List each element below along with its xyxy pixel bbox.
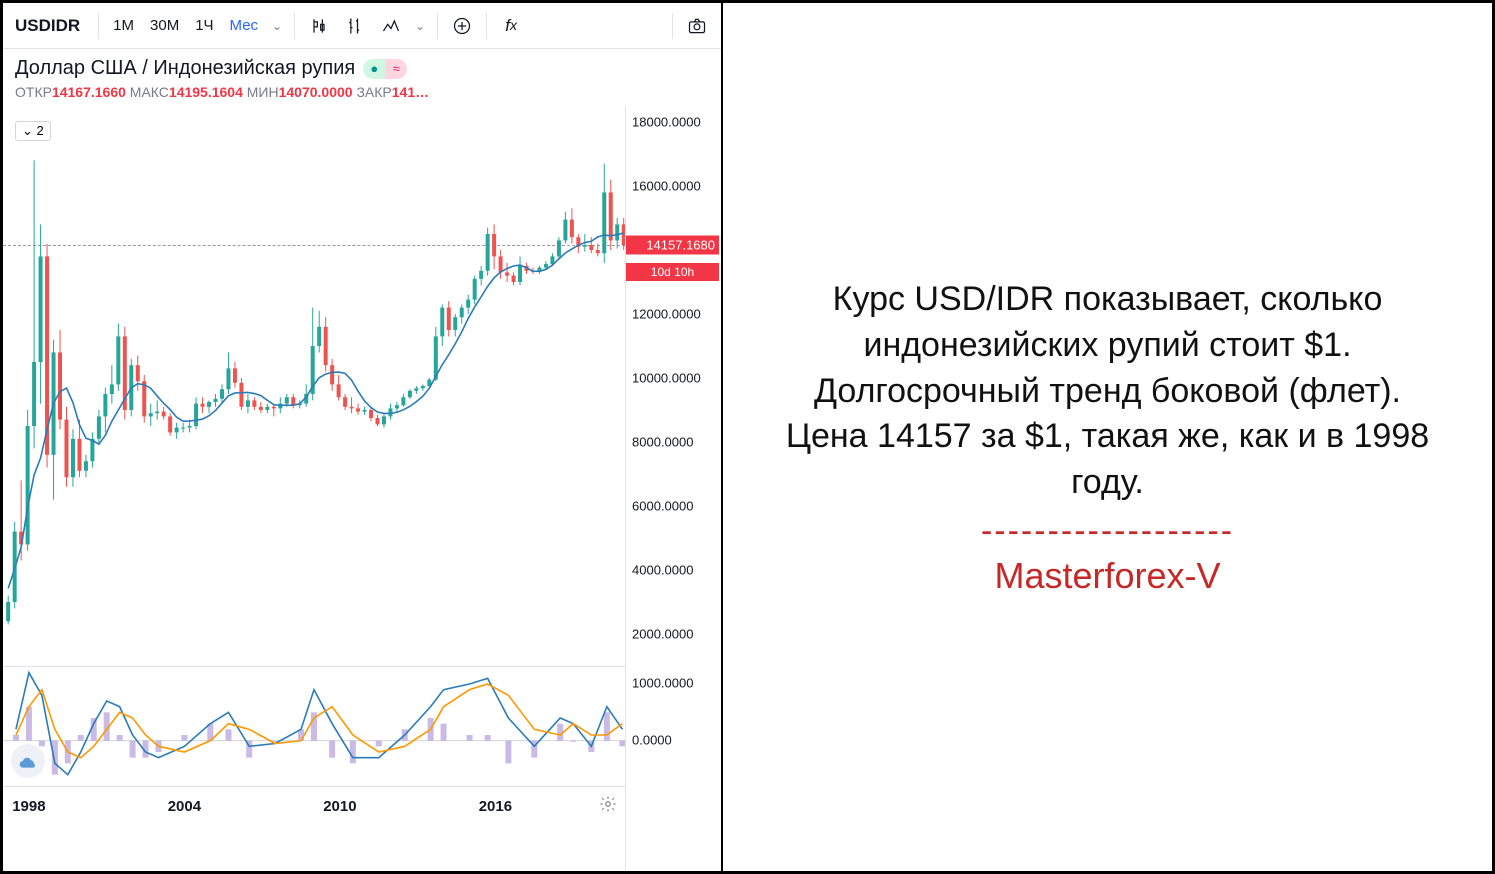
fx-icon[interactable]: fx [495,10,527,42]
macd-y-label: 0.0000 [632,732,672,747]
ohlc-row: ОТКР14167.1660 МАКС14195.1604 МИН14070.0… [3,82,721,106]
market-open-pill: ● [363,59,385,79]
text-divider: ------------------- [981,512,1234,551]
status-pills: ● ≈ [363,59,407,79]
camera-icon[interactable] [681,10,713,42]
y-tick-label: 2000.0000 [632,627,693,642]
y-tick-label: 16000.0000 [632,179,701,194]
plot-column: 1998 2004 2010 2016 [3,106,625,871]
high-value: 14195.1604 [169,84,243,100]
bars-icon[interactable] [339,10,371,42]
tf-30m[interactable]: 30М [144,13,185,38]
brand-name: Masterforex-V [994,555,1220,597]
indicators-icon[interactable] [375,10,407,42]
y-tick-label: 12000.0000 [632,307,701,322]
y-tick-label: 4000.0000 [632,563,693,578]
indicator-dropdown-icon[interactable]: ⌄ [411,19,429,33]
open-value: 14167.1660 [52,84,126,100]
y-tick-label: 6000.0000 [632,499,693,514]
low-label: МИН [247,84,279,100]
cloud-sync-icon[interactable] [11,744,45,778]
close-value: 141… [392,84,429,100]
last-price-tag: 14157.1680 [626,235,719,254]
close-label: ЗАКР [356,84,391,100]
countdown-tag: 10d 10h [626,263,719,281]
open-label: ОТКР [15,84,52,100]
tf-month[interactable]: Мес [224,13,265,38]
x-tick-label: 2016 [479,798,512,815]
chart-toolbar: USDIDR 1М 30М 1Ч Мес ⌄ ⌄ fx [3,3,721,49]
y-tick-label: 8000.0000 [632,435,693,450]
chart-title-row: Доллар США / Индонезийская рупия ● ≈ [3,49,721,82]
x-tick-label: 2010 [323,798,356,815]
separator [437,13,438,39]
macd-svg [3,667,625,786]
low-value: 14070.0000 [279,84,353,100]
chart-panel: USDIDR 1М 30М 1Ч Мес ⌄ ⌄ fx [3,3,723,871]
separator [486,13,487,39]
settings-gear-icon[interactable] [599,795,617,817]
description-text: Курс USD/IDR показывает, сколько индонез… [783,277,1432,506]
delayed-pill: ≈ [385,59,407,79]
ticker-symbol[interactable]: USDIDR [11,16,90,36]
y-axis[interactable]: 2000.0000 4000.0000 6000.0000 8000.0000 1000… [625,106,721,871]
macd-y-label: 1000.0000 [632,676,693,691]
y-tick-label: 10000.0000 [632,371,701,386]
chart-body: 1998 2004 2010 2016 2000.0000 4000.0000 6000.… [3,106,721,871]
description-panel: Курс USD/IDR показывает, сколько индонез… [723,3,1492,871]
x-tick-label: 2004 [168,798,201,815]
x-axis[interactable]: 1998 2004 2010 2016 [3,786,625,826]
candle-svg [3,106,625,666]
main-price-chart[interactable] [3,106,625,666]
add-icon[interactable] [446,10,478,42]
y-tick-label: 18000.0000 [632,115,701,130]
candle-type-icon[interactable] [303,10,335,42]
separator [294,13,295,39]
tf-1m[interactable]: 1М [107,13,140,38]
tf-dropdown-icon[interactable]: ⌄ [268,19,286,33]
x-tick-label: 1998 [12,798,45,815]
high-label: МАКС [130,84,169,100]
macd-chart[interactable] [3,666,625,786]
tf-1h[interactable]: 1Ч [189,13,219,38]
separator [672,13,673,39]
separator [98,13,99,39]
pair-title: Доллар США / Индонезийская рупия [15,57,355,80]
